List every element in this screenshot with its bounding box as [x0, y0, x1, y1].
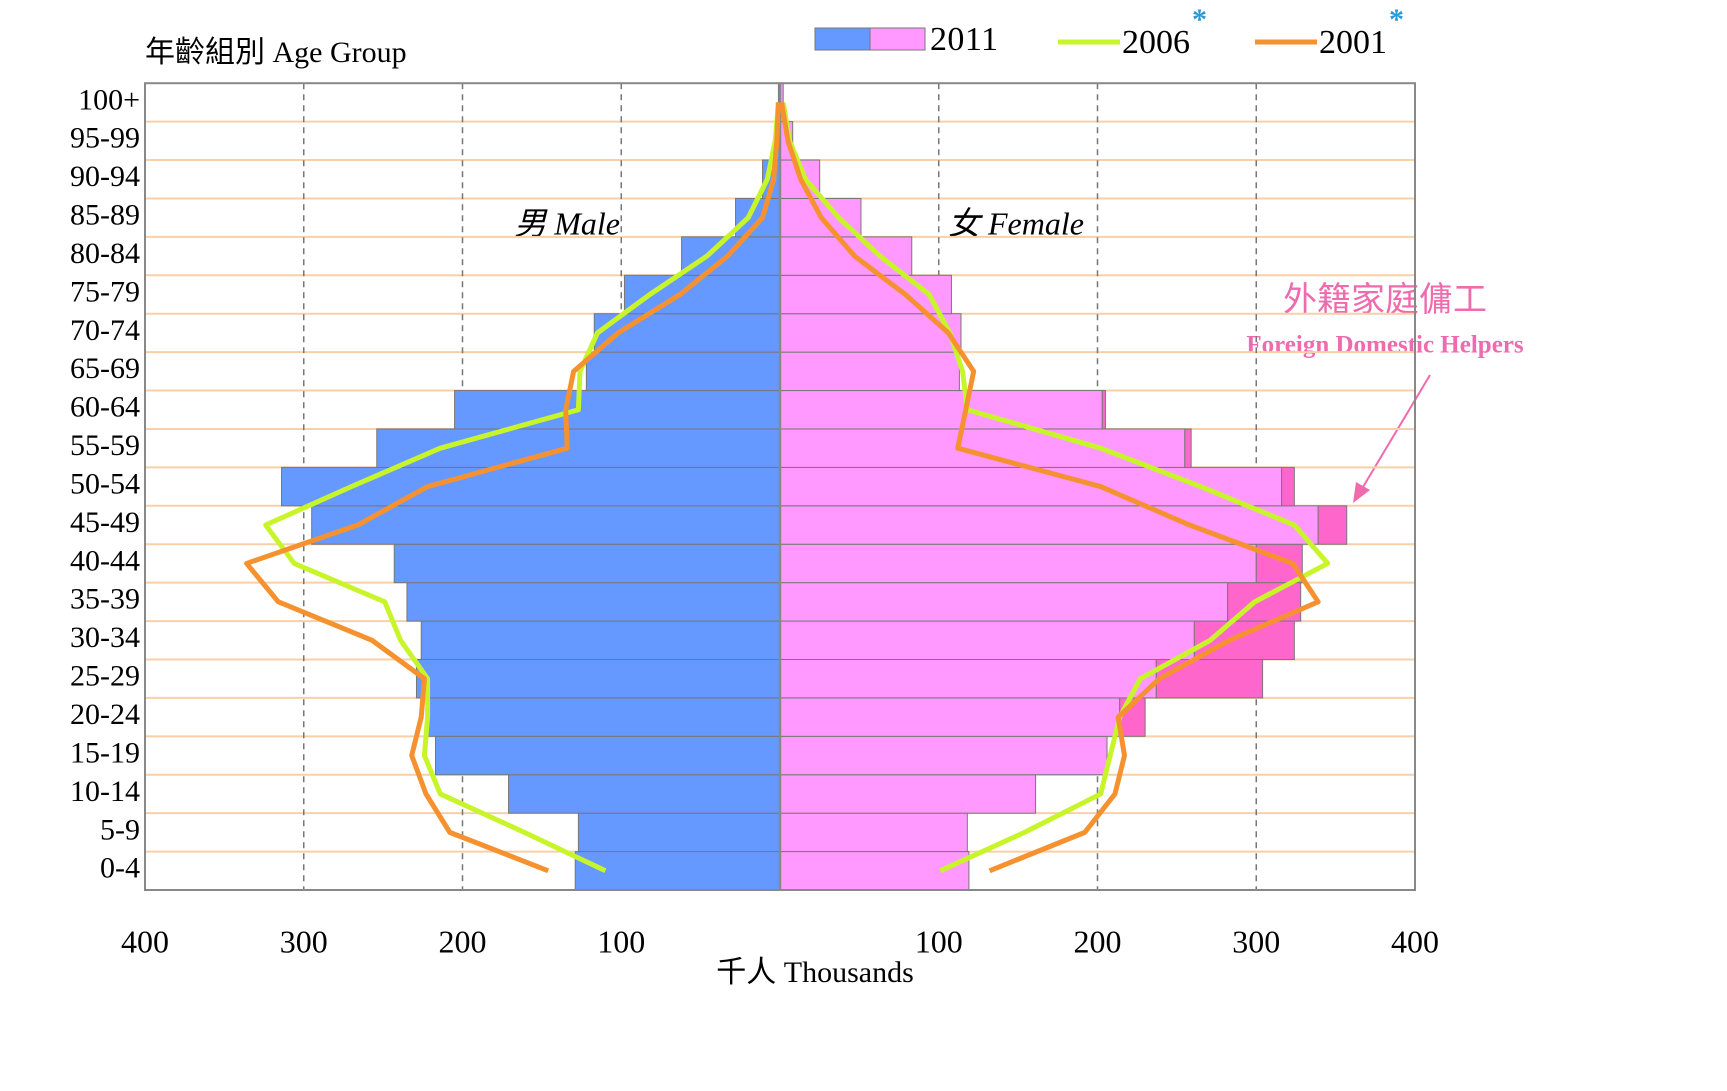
female-bar: [779, 428, 1186, 468]
fdh-bar: [1317, 505, 1348, 545]
plot-frame: [144, 82, 1416, 891]
y-tick-label: 35-39: [70, 583, 140, 616]
male-bar: [735, 197, 781, 238]
x-tick-label: 400: [121, 923, 169, 959]
x-tick-label: 400: [1391, 923, 1439, 959]
y-tick-label: 30-34: [70, 621, 140, 654]
female-bar: [779, 697, 1121, 737]
y-tick-label: 10-14: [70, 775, 140, 808]
line-male: [263, 102, 781, 874]
male-bar: [427, 697, 781, 737]
y-tick-label: 15-19: [70, 736, 140, 769]
female-bar: [779, 851, 970, 891]
y-axis-label: 年齡組別 Age Group: [145, 36, 407, 69]
y-tick-label: 20-24: [70, 698, 140, 731]
x-tick-label: 200: [439, 923, 487, 959]
legend-marker: *: [1389, 3, 1404, 36]
legend-marker: *: [1192, 3, 1207, 36]
legend-label: 2001: [1319, 24, 1387, 61]
y-tick-label: 55-59: [70, 429, 140, 462]
y-tick-label: 85-89: [70, 199, 140, 232]
fdh-label: 外籍家庭傭工: [1283, 281, 1487, 319]
y-tick-label: 45-49: [70, 506, 140, 539]
male-bar: [574, 851, 781, 891]
line-male: [244, 102, 781, 874]
male-bar: [406, 582, 781, 622]
y-tick-label: 40-44: [70, 544, 140, 577]
male-label: 男 Male: [514, 205, 620, 241]
female-bar: [779, 543, 1257, 584]
fdh-bar: [1155, 658, 1264, 699]
fdh-bar: [1184, 428, 1192, 468]
y-tick-label: 80-84: [70, 237, 140, 270]
fdh-bar: [1101, 390, 1106, 430]
legend-swatch-female: [869, 27, 926, 51]
female-bar: [779, 774, 1037, 814]
x-axis-label: 千人 Thousands: [716, 956, 914, 989]
x-tick-label: 300: [280, 923, 328, 959]
legend-swatch-male: [814, 27, 871, 51]
male-bar: [311, 505, 781, 545]
arrow-head: [1353, 482, 1370, 503]
male-bar: [415, 658, 781, 699]
y-tick-label: 50-54: [70, 467, 140, 500]
y-tick-label: 0-4: [100, 852, 140, 885]
y-tick-label: 95-99: [70, 122, 140, 155]
female-bar: [779, 390, 1103, 430]
male-bar: [454, 390, 781, 430]
line-female: [779, 102, 1321, 874]
female-bar: [779, 505, 1319, 545]
x-tick-label: 300: [1232, 923, 1280, 959]
legend-label: 2011: [930, 21, 998, 58]
male-bar: [585, 351, 781, 392]
female-bar: [779, 812, 968, 853]
male-bar: [393, 543, 781, 584]
x-tick-label: 100: [597, 923, 645, 959]
legend-label: 2006: [1122, 24, 1190, 61]
female-bar: [779, 735, 1108, 776]
female-bar: [779, 351, 960, 392]
fdh-sublabel: Foreign Domestic Helpers: [1246, 332, 1524, 359]
y-tick-label: 75-79: [70, 275, 140, 308]
female-bar: [779, 658, 1157, 699]
y-tick-label: 90-94: [70, 160, 140, 193]
male-bar: [435, 735, 781, 776]
x-tick-label: 100: [915, 923, 963, 959]
male-bar: [420, 620, 781, 660]
y-tick-label: 60-64: [70, 391, 140, 424]
y-tick-label: 65-69: [70, 352, 140, 385]
y-tick-label: 25-29: [70, 660, 140, 693]
male-bar: [577, 812, 781, 853]
female-bar: [779, 582, 1229, 622]
y-tick-label: 100+: [78, 83, 140, 116]
female-bar: [779, 620, 1195, 660]
x-tick-label: 200: [1074, 923, 1122, 959]
annotation-arrow: [1359, 374, 1431, 493]
y-tick-label: 70-74: [70, 314, 140, 347]
female-label: 女 Female: [948, 205, 1084, 241]
line-female: [780, 102, 1331, 874]
y-tick-label: 5-9: [100, 813, 140, 846]
male-bar: [508, 774, 781, 814]
fdh-bar: [1281, 466, 1295, 507]
